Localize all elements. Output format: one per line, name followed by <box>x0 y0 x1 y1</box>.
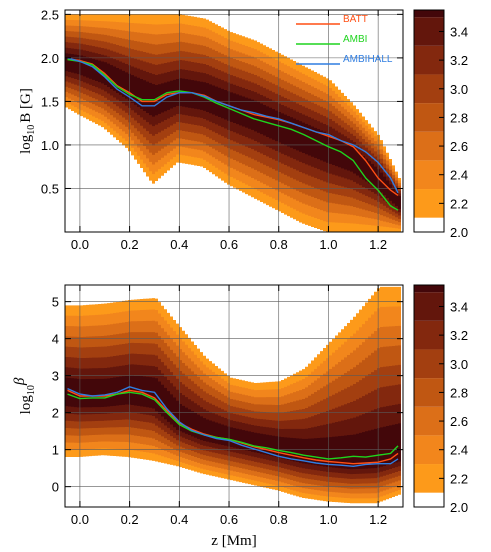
y-tick-label: 2 <box>52 406 59 421</box>
x-tick-label: 0.0 <box>71 237 89 252</box>
colorbar-tick-label: 2.4 <box>450 168 468 183</box>
top-series-lines <box>67 57 399 211</box>
colorbar-tick-label: 2.8 <box>450 110 468 125</box>
legend-label-batt: BATT <box>343 14 368 25</box>
bottom-series-lines <box>67 386 399 467</box>
top-y-axis-label: log10 B [G] <box>18 88 37 154</box>
legend: BATT AMBI AMBIHALL <box>296 14 393 65</box>
top-ylabel-base: 10 <box>26 125 37 135</box>
colorbar-segment-8 <box>414 285 444 293</box>
x-tick-label: 0.2 <box>121 512 139 527</box>
y-tick-label: 1.0 <box>41 138 59 153</box>
x-tick-label: 0.2 <box>121 237 139 252</box>
top-axes: 0.0 0.2 0.4 0.6 0.8 1.0 1.2 0.5 1.0 1.5 2.0 2.5 <box>41 7 404 252</box>
y-tick-label: 4 <box>52 332 59 347</box>
top-colorbar: 2.0 2.2 2.4 2.6 2.8 3.0 3.2 3.4 <box>413 9 468 240</box>
bottom-ylabel-quantity: β <box>12 377 28 386</box>
colorbar-tick-label: 2.6 <box>450 414 468 429</box>
series-line-ambi <box>67 391 399 460</box>
colorbar-tick-label: 2.0 <box>450 225 468 240</box>
colorbar-tick-label: 2.0 <box>450 500 468 515</box>
series-line-ambihall <box>67 386 399 467</box>
bottom-grid <box>65 285 403 507</box>
colorbar-segment-0 <box>414 217 444 232</box>
y-tick-label: 0.5 <box>41 181 59 196</box>
colorbar-tick-label: 3.2 <box>450 53 468 68</box>
colorbar-segment-8 <box>414 10 444 18</box>
bottom-y-axis-label: log10β <box>12 377 37 414</box>
y-tick-label: 2.5 <box>41 7 59 22</box>
bottom-ylabel-log: log <box>18 395 34 415</box>
colorbar-tick-label: 3.4 <box>450 299 468 314</box>
y-tick-label: 5 <box>52 295 59 310</box>
colorbar-tick-label: 2.6 <box>450 139 468 154</box>
colorbar-tick-label: 3.2 <box>450 328 468 343</box>
colorbar-frame <box>413 9 445 233</box>
top-ylabel-log: log <box>18 134 34 154</box>
axes-frame <box>64 9 404 233</box>
x-tick-label: 1.0 <box>319 512 337 527</box>
x-tick-label: 1.0 <box>319 237 337 252</box>
top-grid <box>65 10 403 232</box>
bottom-panel: 0.0 0.2 0.4 0.6 0.8 1.0 1.2 0 1 2 3 4 5 2.0 2.2 2.4 2.6… <box>12 284 468 549</box>
density-band-8 <box>65 375 401 470</box>
x-tick-label: 0.4 <box>170 512 188 527</box>
x-tick-label: 0.0 <box>71 512 89 527</box>
series-line-ambihall <box>67 57 399 194</box>
colorbar-tick-label: 2.2 <box>450 471 468 486</box>
series-line-ambi <box>67 58 399 211</box>
y-tick-label: 1 <box>52 443 59 458</box>
top-ylabel-quantity: B [G] <box>18 88 34 123</box>
colorbar-tick-label: 2.2 <box>450 196 468 211</box>
x-tick-label: 1.2 <box>369 237 387 252</box>
x-tick-label: 0.6 <box>220 512 238 527</box>
y-tick-label: 2.0 <box>41 51 59 66</box>
x-tick-label: 1.2 <box>369 512 387 527</box>
colorbar-tick-label: 3.0 <box>450 357 468 372</box>
density-band-8 <box>65 53 401 209</box>
x-tick-label: 0.6 <box>220 237 238 252</box>
top-heatmap <box>65 10 403 232</box>
bottom-ylabel-base: 10 <box>26 385 37 395</box>
legend-label-ambi: AMBI <box>343 34 367 45</box>
y-tick-label: 0 <box>52 480 59 495</box>
x-axis-label: z [Mm] <box>211 533 256 549</box>
colorbar-segment-0 <box>414 492 444 507</box>
axes-frame <box>64 284 404 508</box>
colorbar-tick-label: 3.0 <box>450 82 468 97</box>
bottom-heatmap <box>65 285 403 507</box>
bottom-axes: 0.0 0.2 0.4 0.6 0.8 1.0 1.2 0 1 2 3 4 5 <box>52 284 404 527</box>
colorbar-tick-label: 2.4 <box>450 443 468 458</box>
y-tick-label: 1.5 <box>41 94 59 109</box>
colorbar-tick-label: 3.4 <box>450 24 468 39</box>
legend-label-ambihall: AMBIHALL <box>343 54 393 65</box>
x-tick-label: 0.8 <box>270 237 288 252</box>
bottom-colorbar: 2.0 2.2 2.4 2.6 2.8 3.0 3.2 3.4 <box>413 284 468 515</box>
x-tick-label: 0.4 <box>170 237 188 252</box>
x-tick-label: 0.8 <box>270 512 288 527</box>
y-tick-label: 3 <box>52 369 59 384</box>
colorbar-frame <box>413 284 445 508</box>
colorbar-tick-label: 2.8 <box>450 385 468 400</box>
top-panel: 0.0 0.2 0.4 0.6 0.8 1.0 1.2 0.5 1.0 1.5 2.0 2.5 BAT… <box>18 7 468 252</box>
